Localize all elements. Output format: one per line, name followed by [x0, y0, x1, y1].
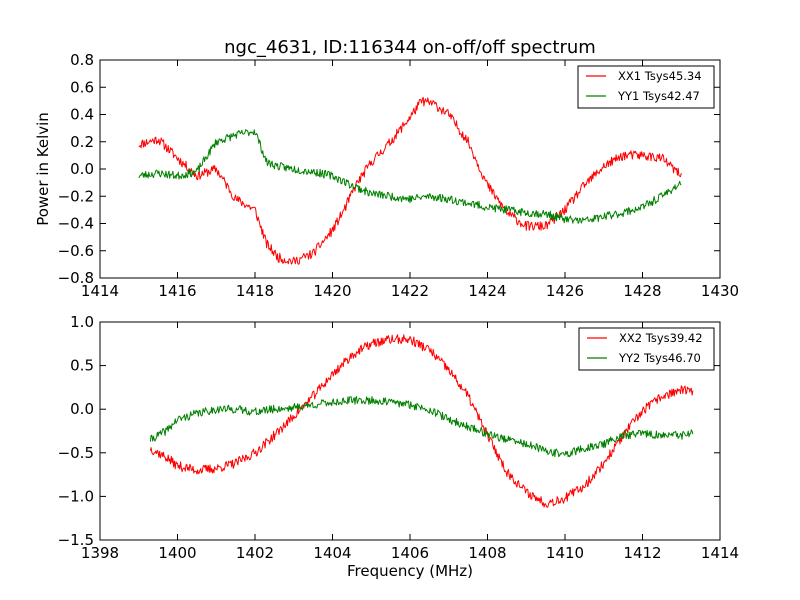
- x-tick-label: 1404: [313, 544, 351, 562]
- y-tick-label: 0.2: [70, 133, 94, 151]
- x-tick-label: 1408: [468, 544, 506, 562]
- series-line: [149, 396, 694, 458]
- legend-label-yy1: YY1 Tsys42.47: [617, 89, 700, 103]
- bottom-series-layer: [149, 334, 694, 508]
- x-tick-label: 1420: [313, 282, 351, 300]
- legend-label-xx1: XX1 Tsys45.34: [618, 69, 702, 83]
- top-panel: ngc_4631, ID:116344 on-off/off spectrum …: [34, 37, 739, 300]
- y-tick-label: −0.4: [58, 215, 94, 233]
- top-legend: XX1 Tsys45.34 YY1 Tsys42.47: [577, 65, 715, 109]
- x-tick-label: 1428: [623, 282, 661, 300]
- x-tick-label: 1422: [391, 282, 429, 300]
- bottom-ticks-layer: 1398 1400 1402 1404 1406 1408 1410 1412 1414 −1.5…: [58, 313, 740, 562]
- x-tick-label: 1418: [236, 282, 274, 300]
- legend-label-xx2: XX2 Tsys39.42: [619, 331, 703, 345]
- legend-label-yy2: YY2 Tsys46.70: [618, 351, 701, 365]
- y-tick-label: 0.8: [70, 51, 94, 69]
- x-tick-label: 1430: [701, 282, 739, 300]
- y-tick-label: −0.6: [58, 242, 94, 260]
- series-line: [138, 96, 682, 265]
- top-ticks-layer: 1414 1416 1418 1420 1422 1424 1426 1428 1430 −0.8…: [58, 51, 740, 300]
- chart-title: ngc_4631, ID:116344 on-off/off spectrum: [224, 37, 596, 58]
- y-tick-label: 0.0: [70, 400, 94, 418]
- bottom-panel: Frequency (MHz) 1398 1400 1402 1404 1406 1408…: [58, 313, 740, 580]
- x-tick-label: 1424: [468, 282, 506, 300]
- series-line: [149, 334, 694, 508]
- top-series-layer: [138, 96, 682, 265]
- x-tick-label: 1398: [81, 544, 119, 562]
- x-tick-label: 1410: [546, 544, 584, 562]
- x-tick-label: 1414: [81, 282, 119, 300]
- series-line: [138, 129, 682, 224]
- y-tick-label: 0.5: [70, 357, 94, 375]
- y-tick-label: −1.5: [58, 531, 94, 549]
- y-tick-label: −1.0: [58, 487, 94, 505]
- x-tick-label: 1400: [158, 544, 196, 562]
- x-tick-label: 1412: [623, 544, 661, 562]
- x-axis-label: Frequency (MHz): [347, 562, 473, 580]
- y-tick-label: 0.4: [70, 106, 94, 124]
- x-tick-label: 1414: [701, 544, 739, 562]
- y-tick-label: 0.0: [70, 160, 94, 178]
- y-tick-label: −0.2: [58, 187, 94, 205]
- bottom-legend: XX2 Tsys39.42 YY2 Tsys46.70: [578, 327, 715, 371]
- bottom-legend-box: [578, 327, 715, 371]
- x-tick-label: 1416: [158, 282, 196, 300]
- y-tick-label: −0.5: [58, 444, 94, 462]
- y-tick-label: −0.8: [58, 269, 94, 287]
- top-legend-box: [577, 65, 715, 109]
- y-tick-label: 1.0: [70, 313, 94, 331]
- y-tick-label: 0.6: [70, 78, 94, 96]
- x-tick-label: 1426: [546, 282, 584, 300]
- x-tick-label: 1402: [236, 544, 274, 562]
- x-tick-label: 1406: [391, 544, 429, 562]
- y-axis-label: Power in Kelvin: [34, 112, 52, 226]
